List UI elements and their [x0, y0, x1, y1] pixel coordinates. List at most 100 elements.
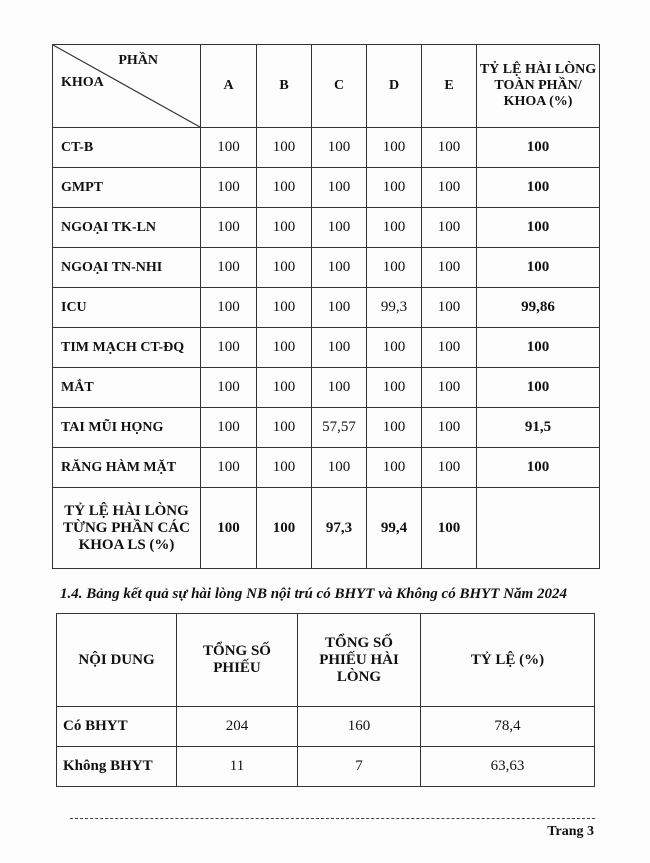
score-cell: 100	[366, 367, 422, 408]
column-header: NỘI DUNG	[56, 613, 177, 707]
column-header: C	[311, 44, 367, 128]
column-header: TỔNG SỐ PHIẾU	[176, 613, 298, 707]
column-header: A	[200, 44, 257, 128]
row-label: Có BHYT	[56, 706, 177, 747]
total-cell: 100	[476, 207, 600, 248]
table-row: RĂNG HÀM MẶT 100 100 100 100 100 100	[52, 447, 600, 488]
summary-cell: 100	[256, 487, 312, 569]
score-cell: 100	[256, 207, 312, 248]
header-row: PHẦN KHOA A B C D E TỶ LỆ HÀI LÒNG TOÀN PHẦN/ K…	[52, 44, 600, 128]
score-cell: 100	[200, 167, 257, 208]
summary-cell: 100	[421, 487, 477, 569]
score-cell: 100	[200, 327, 257, 368]
department-name: TIM MẠCH CT-ĐQ	[52, 327, 201, 368]
column-header: D	[366, 44, 422, 128]
summary-cell: 99,4	[366, 487, 422, 569]
score-cell: 100	[200, 247, 257, 288]
table-row: NGOẠI TK-LN 100 100 100 100 100 100	[52, 207, 600, 248]
summary-cell: 97,3	[311, 487, 367, 569]
score-cell: 100	[421, 167, 477, 208]
department-name: RĂNG HÀM MẶT	[52, 447, 201, 488]
table-caption: 1.4. Bảng kết quả sự hài lòng NB nội trú…	[60, 586, 567, 602]
score-cell: 100	[311, 367, 367, 408]
value-cell: 11	[176, 746, 298, 787]
score-cell: 100	[256, 167, 312, 208]
score-cell: 100	[256, 327, 312, 368]
table-row: Không BHYT 11 7 63,63	[56, 746, 595, 787]
value-cell: 7	[297, 746, 421, 787]
score-cell: 100	[200, 287, 257, 328]
score-cell: 100	[366, 207, 422, 248]
department-name: ICU	[52, 287, 201, 328]
department-name: CT-B	[52, 127, 201, 168]
score-cell: 100	[421, 447, 477, 488]
table-row: ICU 100 100 100 99,3 100 99,86	[52, 287, 600, 328]
score-cell: 100	[421, 367, 477, 408]
diagonal-header-cell: PHẦN KHOA	[52, 44, 201, 128]
score-cell: 100	[421, 287, 477, 328]
score-cell: 100	[366, 447, 422, 488]
score-cell: 100	[311, 127, 367, 168]
score-cell: 57,57	[311, 407, 367, 448]
total-cell: 100	[476, 447, 600, 488]
bhyt-satisfaction-table: NỘI DUNG TỔNG SỐ PHIẾU TỔNG SỐ PHIẾU HÀI L…	[56, 613, 595, 787]
empty-cell	[476, 487, 600, 569]
total-cell: 100	[476, 247, 600, 288]
score-cell: 100	[311, 447, 367, 488]
col-label: PHẦN	[118, 53, 158, 68]
score-cell: 100	[256, 367, 312, 408]
total-cell: 100	[476, 167, 600, 208]
department-name: NGOẠI TN-NHI	[52, 247, 201, 288]
value-cell: 78,4	[420, 706, 595, 747]
score-cell: 100	[256, 447, 312, 488]
score-cell: 100	[200, 127, 257, 168]
table-row: MẮT 100 100 100 100 100 100	[52, 367, 600, 408]
score-cell: 100	[421, 247, 477, 288]
column-header: E	[421, 44, 477, 128]
department-name: GMPT	[52, 167, 201, 208]
table-row: Có BHYT 204 160 78,4	[56, 706, 595, 747]
score-cell: 100	[200, 367, 257, 408]
score-cell: 100	[421, 407, 477, 448]
total-cell: 100	[476, 327, 600, 368]
score-cell: 100	[200, 207, 257, 248]
value-cell: 204	[176, 706, 298, 747]
score-cell: 100	[366, 327, 422, 368]
table-row: CT-B 100 100 100 100 100 100	[52, 127, 600, 168]
total-cell: 91,5	[476, 407, 600, 448]
department-name: TAI MŨI HỌNG	[52, 407, 201, 448]
table-row: TIM MẠCH CT-ĐQ 100 100 100 100 100 100	[52, 327, 600, 368]
summary-cell: 100	[200, 487, 257, 569]
total-cell: 100	[476, 127, 600, 168]
score-cell: 99,3	[366, 287, 422, 328]
row-label: KHOA	[61, 75, 104, 90]
value-cell: 160	[297, 706, 421, 747]
column-header: B	[256, 44, 312, 128]
score-cell: 100	[256, 407, 312, 448]
score-cell: 100	[200, 407, 257, 448]
summary-label: TỶ LỆ HÀI LÒNG TỪNG PHẦN CÁC KHOA LS (%)	[52, 487, 201, 569]
footer-divider	[70, 818, 595, 819]
score-cell: 100	[256, 127, 312, 168]
column-header: TỔNG SỐ PHIẾU HÀI LÒNG	[297, 613, 421, 707]
page-number: Trang 3	[547, 824, 594, 839]
score-cell: 100	[311, 327, 367, 368]
score-cell: 100	[311, 287, 367, 328]
total-cell: 100	[476, 367, 600, 408]
table-row: GMPT 100 100 100 100 100 100	[52, 167, 600, 208]
department-name: MẮT	[52, 367, 201, 408]
score-cell: 100	[200, 447, 257, 488]
score-cell: 100	[421, 207, 477, 248]
satisfaction-by-department-table: PHẦN KHOA A B C D E TỶ LỆ HÀI LÒNG TOÀN PHẦN/ K…	[52, 44, 600, 569]
table-row: TAI MŨI HỌNG 100 100 57,57 100 100 91,5	[52, 407, 600, 448]
summary-row: TỶ LỆ HÀI LÒNG TỪNG PHẦN CÁC KHOA LS (%)…	[52, 487, 600, 569]
column-header: TỶ LỆ (%)	[420, 613, 595, 707]
total-header: TỶ LỆ HÀI LÒNG TOÀN PHẦN/ KHOA (%)	[476, 44, 600, 128]
score-cell: 100	[311, 167, 367, 208]
score-cell: 100	[311, 207, 367, 248]
value-cell: 63,63	[420, 746, 595, 787]
score-cell: 100	[366, 167, 422, 208]
score-cell: 100	[311, 247, 367, 288]
score-cell: 100	[256, 287, 312, 328]
